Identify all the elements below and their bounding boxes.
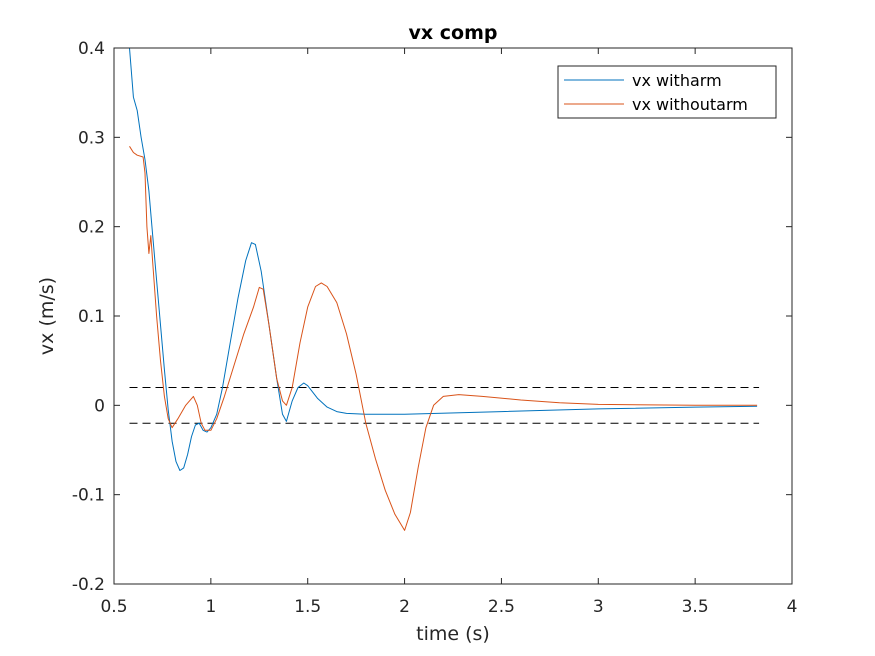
x-tick-label: 3.5 <box>682 597 709 617</box>
legend-box <box>557 65 777 119</box>
x-tick-label: 0.5 <box>100 597 127 617</box>
x-tick-label: 1.5 <box>294 597 321 617</box>
reference-lines <box>129 386 760 424</box>
x-tick-label: 3 <box>593 597 604 617</box>
series-line-1 <box>129 47 758 471</box>
plot-area <box>114 48 792 584</box>
series-lines <box>129 47 758 531</box>
y-tick-label: 0.3 <box>78 128 105 148</box>
x-tick-label: 4 <box>787 597 798 617</box>
chart-title: vx comp <box>409 22 498 44</box>
x-axis-label: time (s) <box>416 623 490 645</box>
y-tick-label: -0.2 <box>72 575 105 595</box>
x-tick-label: 2.5 <box>488 597 515 617</box>
x-tick-label: 2 <box>399 597 410 617</box>
series-line-2 <box>129 146 758 531</box>
legend: vx witharm vx withoutarm <box>557 65 777 119</box>
y-tick-label: 0.2 <box>78 218 105 238</box>
y-axis-label: vx (m/s) <box>36 277 58 355</box>
y-tick-label: 0.4 <box>78 39 105 59</box>
legend-entry: vx witharm <box>632 71 722 90</box>
legend-entry: vx withoutarm <box>632 95 748 114</box>
y-tick-label: 0.1 <box>78 307 105 327</box>
y-axis: -0.2 -0.1 0 0.1 0.2 0.3 0.4 <box>72 39 792 595</box>
x-axis: 0.5 1 1.5 2 2.5 3 3.5 4 <box>100 48 797 617</box>
x-tick-label: 1 <box>205 597 216 617</box>
y-tick-label: 0 <box>94 396 105 416</box>
y-tick-label: -0.1 <box>72 486 105 506</box>
